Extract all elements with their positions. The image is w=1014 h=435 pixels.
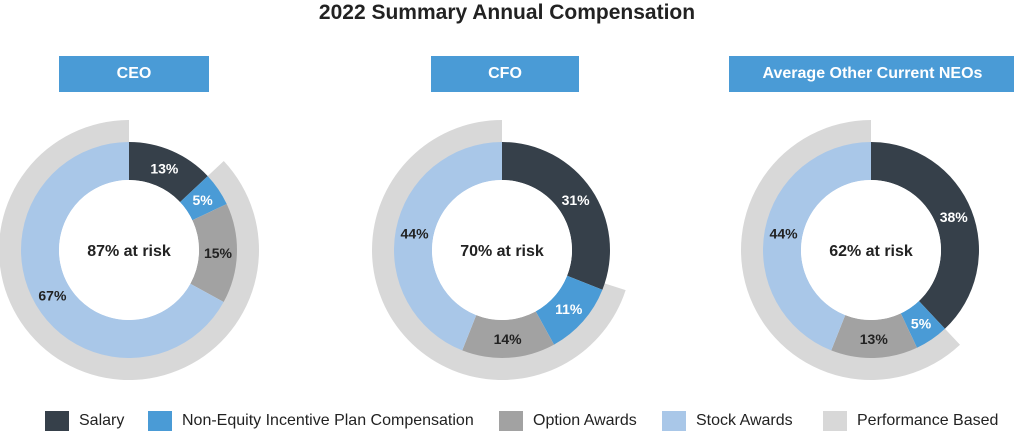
slice-label-stock-awards: 44% bbox=[401, 225, 430, 241]
donut-hole bbox=[801, 180, 941, 320]
slice-label-non-equity-incentive-plan-compensation: 5% bbox=[192, 192, 213, 208]
slice-label-option-awards: 13% bbox=[860, 331, 889, 347]
slice-label-non-equity-incentive-plan-compensation: 11% bbox=[555, 301, 583, 317]
legend-item-salary: Salary bbox=[45, 411, 124, 431]
legend-label-stock-awards: Stock Awards bbox=[696, 412, 793, 429]
performance-based-band bbox=[741, 120, 960, 380]
legend-swatch-non-equity bbox=[148, 411, 172, 431]
center-label: 70% at risk bbox=[460, 243, 544, 260]
legend-swatch-option-awards bbox=[499, 411, 523, 431]
center-label: 62% at risk bbox=[829, 243, 913, 260]
cfo-header: CFO bbox=[431, 56, 579, 92]
slice-stock-awards bbox=[763, 142, 871, 351]
ceo-header: CEO bbox=[59, 56, 209, 92]
legend-label-option-awards: Option Awards bbox=[533, 412, 637, 429]
center-label: 87% at risk bbox=[87, 243, 171, 260]
slice-label-option-awards: 14% bbox=[494, 331, 523, 347]
legend-swatch-stock-awards bbox=[662, 411, 686, 431]
slice-label-stock-awards: 44% bbox=[770, 225, 799, 241]
legend-item-stock-awards: Stock Awards bbox=[662, 411, 793, 431]
slice-option-awards bbox=[462, 311, 555, 358]
legend-item-option-awards: Option Awards bbox=[499, 411, 637, 431]
slice-label-stock-awards: 67% bbox=[38, 287, 67, 303]
slice-option-awards bbox=[190, 204, 238, 303]
legend-label-non-equity: Non-Equity Incentive Plan Compensation bbox=[182, 412, 474, 429]
legend-label-performance-based: Performance Based bbox=[857, 412, 999, 429]
slice-label-salary: 31% bbox=[562, 192, 591, 208]
slice-stock-awards bbox=[394, 142, 502, 351]
slice-non-equity-incentive-plan-compensation bbox=[900, 301, 945, 348]
donut-cfo: 31% 11% 14% 44% 70% at risk bbox=[372, 120, 626, 380]
legend: Salary Non-Equity Incentive Plan Compens… bbox=[0, 411, 1014, 435]
donut-hole bbox=[59, 180, 199, 320]
slice-label-non-equity-incentive-plan-compensation: 5% bbox=[911, 316, 932, 332]
slice-stock-awards bbox=[20, 142, 224, 358]
legend-swatch-performance-based bbox=[823, 411, 847, 431]
slice-salary bbox=[871, 142, 979, 329]
neo-header: Average Other Current NEOs bbox=[729, 56, 1014, 92]
donut-average-other-current-neos: 38% 5% 13% 44% 62% at risk bbox=[741, 120, 979, 380]
legend-item-performance-based: Performance Based bbox=[823, 411, 998, 431]
slice-salary bbox=[502, 142, 610, 290]
slice-non-equity-incentive-plan-compensation bbox=[535, 275, 603, 345]
donut-hole bbox=[432, 180, 572, 320]
slice-label-salary: 38% bbox=[940, 209, 969, 225]
slice-label-option-awards: 15% bbox=[204, 245, 233, 261]
slice-option-awards bbox=[831, 313, 917, 359]
chart-title: 2022 Summary Annual Compensation bbox=[318, 1, 696, 24]
legend-item-non-equity: Non-Equity Incentive Plan Compensation bbox=[148, 411, 474, 431]
legend-swatch-salary bbox=[45, 411, 69, 431]
slice-label-salary: 13% bbox=[150, 160, 179, 176]
donut-ceo: 13% 5% 15% 67% 87% at risk bbox=[0, 120, 259, 380]
slice-non-equity-incentive-plan-compensation bbox=[180, 176, 227, 221]
legend-label-salary: Salary bbox=[79, 412, 125, 429]
slice-salary bbox=[129, 142, 208, 203]
